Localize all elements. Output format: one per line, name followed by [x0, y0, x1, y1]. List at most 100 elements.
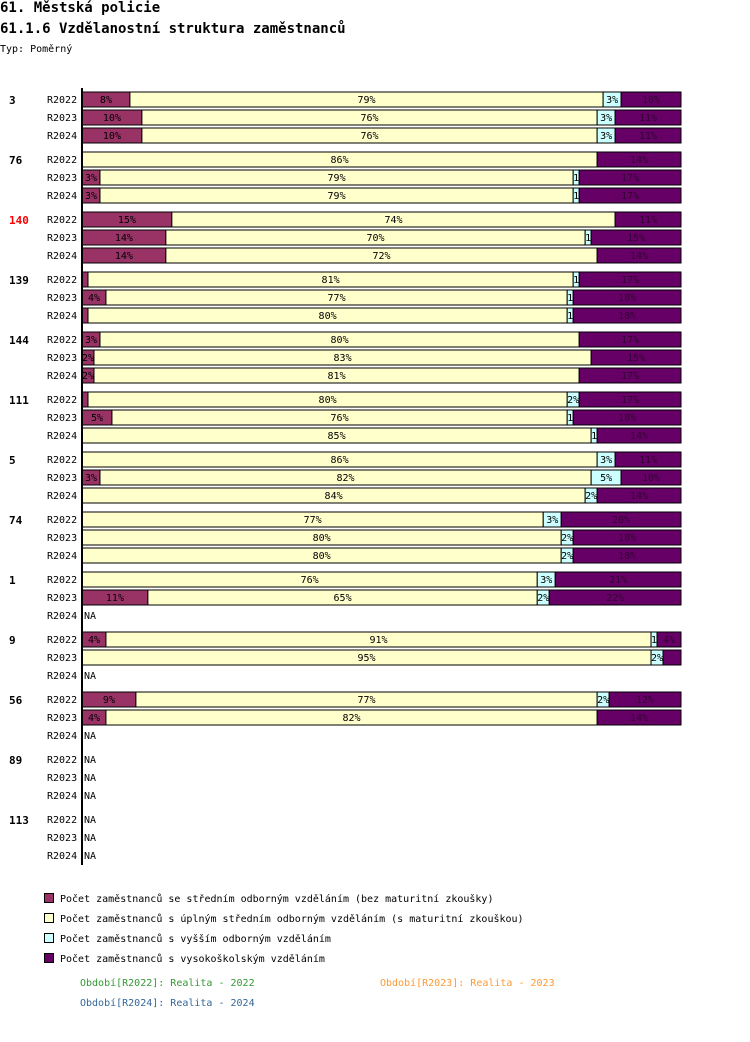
bar-segment: [608, 691, 682, 708]
bar-segment: [620, 91, 682, 108]
bar-label: 76%: [301, 575, 319, 586]
na-label: NA: [84, 731, 96, 742]
legend-label-3: Počet zaměstnanců s vyšším odborným vzdě…: [60, 934, 331, 945]
bar-label: 11%: [639, 131, 657, 142]
bar-label: 80%: [313, 551, 331, 562]
bar-label: 11%: [639, 455, 657, 466]
period-r2023: Období[R2023]: Realita - 2023: [380, 978, 555, 989]
bar-label: 86%: [331, 155, 349, 166]
bar-label: 17%: [621, 395, 639, 406]
bar-label: 2%: [561, 551, 573, 562]
row-period-label: R2023: [47, 413, 77, 424]
row-period-label: R2022: [47, 155, 77, 166]
bar-segment: [578, 367, 682, 384]
bar-label: 11%: [106, 593, 124, 604]
bar-label: 5%: [91, 413, 103, 424]
bar-label: 76%: [331, 413, 349, 424]
bar-segment: [596, 427, 682, 444]
bar-label: 5%: [600, 473, 612, 484]
bar-label: 4%: [88, 713, 100, 724]
bar-label: 14%: [115, 251, 133, 262]
bar-label: 14%: [630, 713, 648, 724]
bar-label: 15%: [118, 215, 136, 226]
bar-segment: [614, 451, 682, 468]
bar-label: 11%: [639, 113, 657, 124]
bar-label: 15%: [627, 353, 645, 364]
row-period-label: R2022: [47, 215, 77, 226]
bar-label: 2%: [537, 593, 549, 604]
group-label: 89: [9, 754, 22, 767]
bar-label: 2%: [585, 491, 597, 502]
bar-label: 65%: [334, 593, 352, 604]
bar-segment: [614, 109, 682, 126]
bar-label: 80%: [319, 395, 337, 406]
bar-label: 86%: [331, 455, 349, 466]
legend-swatch-3: [44, 933, 54, 943]
bar-label: 70%: [366, 233, 384, 244]
bar-segment: [578, 331, 682, 348]
bar-label: 2%: [82, 353, 94, 364]
row-period-label: R2024: [47, 731, 77, 742]
bar-label: 77%: [304, 515, 322, 526]
bar-label: 3%: [606, 95, 618, 106]
bar-label: 10%: [103, 113, 121, 124]
bar-label: 79%: [328, 173, 346, 184]
group-label: 74: [9, 514, 23, 527]
bar-segment: [614, 127, 682, 144]
bar-label: 1: [585, 233, 591, 244]
row-period-label: R2022: [47, 335, 77, 346]
bar-label: 84%: [325, 491, 343, 502]
bar-label: 1: [573, 191, 579, 202]
group-label: 76: [9, 154, 23, 167]
row-period-label: R2024: [47, 311, 77, 322]
bar-label: 3%: [600, 455, 612, 466]
row-period-label: R2023: [47, 593, 77, 604]
bar-label: 76%: [360, 131, 378, 142]
bar-label: 1: [567, 311, 573, 322]
row-period-label: R2023: [47, 713, 77, 724]
bar-label: 82%: [337, 473, 355, 484]
legend-item-3: Počet zaměstnanců s vyšším odborným vzdě…: [44, 933, 331, 945]
bar-label: 81%: [322, 275, 340, 286]
bar-label: 3%: [85, 191, 97, 202]
bar-segment: [572, 289, 682, 306]
bar-segment: [596, 151, 682, 168]
row-period-label: R2022: [47, 695, 77, 706]
row-period-label: R2024: [47, 791, 77, 802]
bar-label: 82%: [343, 713, 361, 724]
row-period-label: R2024: [47, 611, 77, 622]
legend-swatch-4: [44, 953, 54, 963]
row-period-label: R2024: [47, 131, 77, 142]
legend-label-2: Počet zaměstnanců s úplným středním odbo…: [60, 914, 524, 925]
bar-label: 17%: [621, 275, 639, 286]
bar-segment: [590, 229, 682, 246]
bar-label: 3%: [85, 473, 97, 484]
row-period-label: R2024: [47, 191, 77, 202]
group-label: 1: [9, 574, 16, 587]
bar-label: 1: [567, 413, 573, 424]
group-label: 140: [9, 214, 29, 227]
na-label: NA: [84, 773, 96, 784]
bar-label: 18%: [618, 413, 636, 424]
na-label: NA: [84, 611, 96, 622]
row-period-label: R2022: [47, 275, 77, 286]
bar-segment: [656, 631, 682, 648]
bar-label: 2%: [561, 533, 573, 544]
na-label: NA: [84, 851, 96, 862]
bar-label: 4%: [88, 293, 100, 304]
bar-label: 2%: [567, 395, 579, 406]
row-period-label: R2024: [47, 851, 77, 862]
bar-segment: [596, 247, 682, 264]
period-r2024: Období[R2024]: Realita - 2024: [80, 998, 255, 1009]
row-period-label: R2023: [47, 173, 77, 184]
row-period-label: R2022: [47, 395, 77, 406]
row-period-label: R2023: [47, 233, 77, 244]
bar-label: 2%: [651, 653, 663, 664]
na-label: NA: [84, 791, 96, 802]
row-period-label: R2023: [47, 353, 77, 364]
bar-label: 83%: [334, 353, 352, 364]
bar-label: 3%: [85, 173, 97, 184]
legend-item-4: Počet zaměstnanců s vysokoškolským vzděl…: [44, 953, 325, 965]
bar-label: 22%: [606, 593, 624, 604]
bar-label: 91%: [369, 635, 387, 646]
